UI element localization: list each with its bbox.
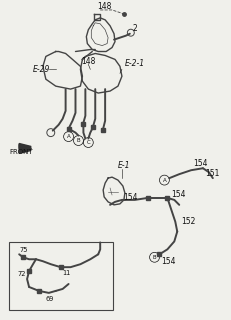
Text: 148: 148 [97, 3, 111, 12]
Circle shape [47, 129, 55, 137]
Text: C: C [86, 140, 90, 145]
Text: E-2-1: E-2-1 [124, 59, 144, 68]
Text: B: B [76, 138, 80, 143]
Text: 69: 69 [46, 296, 54, 302]
Polygon shape [19, 146, 31, 150]
Text: 75: 75 [19, 247, 27, 253]
Text: 151: 151 [204, 169, 218, 178]
Text: E-1: E-1 [118, 161, 130, 170]
Text: B: B [152, 255, 156, 260]
Text: 2: 2 [132, 24, 137, 33]
Text: A: A [162, 178, 166, 183]
Text: 72: 72 [17, 271, 26, 277]
Text: A: A [66, 134, 70, 139]
Polygon shape [19, 145, 31, 148]
Polygon shape [19, 143, 31, 153]
Text: 11: 11 [62, 270, 71, 276]
Text: E-29: E-29 [33, 65, 50, 74]
Text: 152: 152 [180, 217, 195, 226]
Text: 154: 154 [170, 190, 185, 199]
Text: 154: 154 [123, 193, 137, 203]
Text: 148: 148 [81, 57, 95, 66]
Text: 154: 154 [192, 159, 207, 168]
Text: FRONT: FRONT [9, 149, 33, 156]
Text: 154: 154 [161, 257, 175, 266]
